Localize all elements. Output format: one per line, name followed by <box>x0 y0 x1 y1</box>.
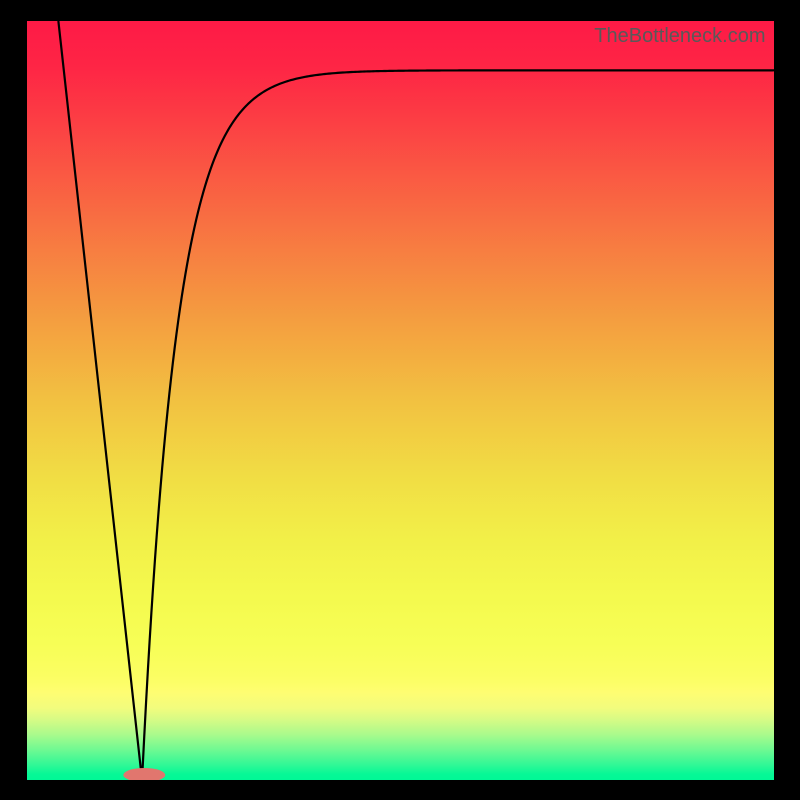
chart-svg <box>27 21 774 780</box>
gradient-background <box>27 21 774 780</box>
chart-outer: TheBottleneck.com <box>0 0 800 800</box>
chart-inner: TheBottleneck.com <box>27 21 774 780</box>
